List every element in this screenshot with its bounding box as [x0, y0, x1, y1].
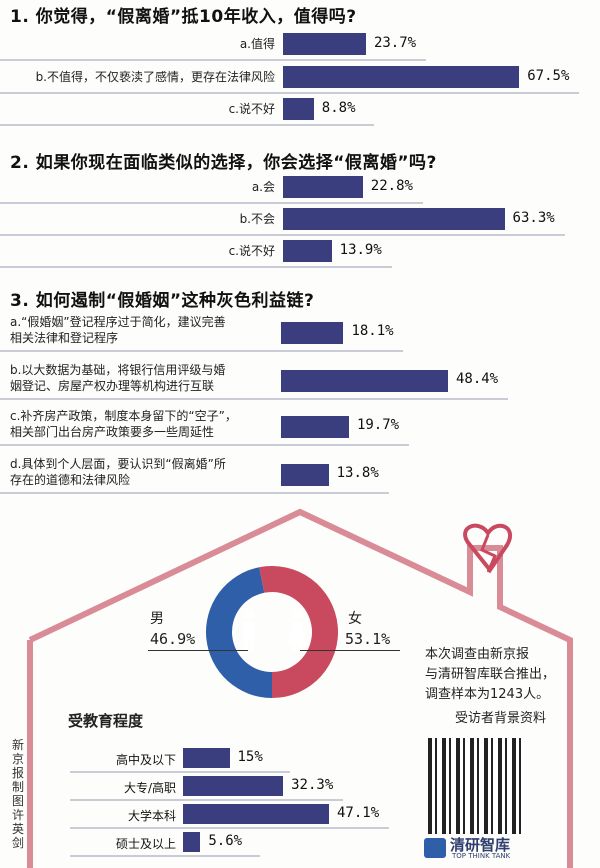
value-label: 13.8% [336, 465, 379, 481]
gridline [0, 92, 580, 94]
gridline [0, 492, 389, 494]
value-label: 63.3% [512, 210, 555, 226]
heart-icon [463, 523, 513, 574]
bar-label: c.说不好 [228, 244, 275, 258]
bar [283, 240, 332, 262]
value-label: 15% [237, 749, 263, 765]
male-value: 46.9% [150, 630, 196, 648]
female-slice [259, 566, 339, 698]
value-label: 13.9% [339, 242, 382, 258]
question-1-title: 1. 你觉得，“假离婚”抵10年收入，值得吗? [10, 7, 357, 27]
bar [281, 322, 344, 344]
bar-label: b.不值得，不仅亵渎了感情，更存在法律风险 [35, 70, 275, 84]
background-label: 受访者背景资料 [455, 711, 547, 726]
question-3-title: 3. 如何遏制“假婚姻”这种灰色利益链? [10, 291, 315, 311]
credit-text: 新京报制图 许英剑 [12, 738, 25, 850]
bar-label-line: a.“假婚姻”登记程序过于简化，建议完善 [10, 315, 226, 329]
gridline [0, 59, 426, 61]
bar-label: 高中及以下 [115, 753, 176, 767]
male-slice [206, 567, 272, 698]
gridline [0, 124, 374, 126]
bar [283, 208, 505, 230]
bar-label: c.补齐房产政策，制度本身留下的“空子”， 相关部门出台房产政策要多一些周延性 [10, 408, 278, 440]
bar [183, 832, 201, 852]
value-label: 32.3% [291, 777, 334, 793]
question-2-title: 2. 如果你现在面临类似的选择，你会选择“假离婚”吗? [10, 153, 437, 173]
bar-label: 硕士及以上 [115, 837, 176, 851]
bar [281, 416, 349, 438]
bar-label-line: 相关法律和登记程序 [10, 331, 119, 345]
broken-heart-crack-icon [480, 534, 497, 573]
bar-label-line: c.补齐房产政策，制度本身留下的“空子”， [10, 409, 237, 423]
value-label: 5.6% [208, 833, 243, 849]
bar [283, 33, 366, 55]
logo-text: 清研智库 [450, 836, 511, 854]
bar [281, 370, 448, 392]
survey-note-line: 与清研智库联合推出， [425, 667, 556, 682]
value-label: 67.5% [527, 68, 570, 84]
bar-label: 大专/高职 [123, 781, 176, 795]
value-label: 48.4% [455, 371, 499, 387]
bar-label-line: d.具体到个人层面，要认识到“假离婚”所 [10, 457, 226, 471]
bar [283, 66, 520, 88]
gridline [0, 444, 409, 446]
female-label: 女 [348, 611, 362, 627]
bar-label: b.不会 [239, 212, 275, 226]
gridline [0, 350, 404, 352]
bar [283, 176, 363, 198]
gridline [0, 234, 565, 236]
bar-label: c.说不好 [228, 102, 275, 116]
gridline [70, 827, 389, 829]
gridline [0, 398, 508, 400]
value-label: 47.1% [337, 805, 380, 821]
bar-label-line: b.以大数据为基础，将银行信用评级与婚 [10, 363, 226, 377]
bar [281, 464, 329, 486]
education-title: 受教育程度 [68, 712, 144, 730]
survey-note-line: 调查样本为1243人。 [425, 687, 550, 702]
survey-note-line: 本次调查由新京报 [425, 647, 530, 662]
gender-donut [206, 566, 339, 698]
male-figure-icon [243, 609, 255, 652]
male-label: 男 [150, 611, 164, 627]
gridline [70, 799, 344, 801]
bar-label: 大学本科 [127, 809, 176, 823]
bar-label: b.以大数据为基础，将银行信用评级与婚 姻登记、房屋产权办理等机构进行互联 [10, 362, 278, 394]
value-label: 19.7% [356, 417, 400, 433]
bar-label-line: 存在的道德和法律风险 [10, 473, 131, 487]
bar [183, 748, 230, 768]
bar [183, 776, 284, 796]
survey-note: 本次调查由新京报 与清研智库联合推出， 调查样本为1243人。 [425, 645, 555, 705]
value-label: 18.1% [351, 323, 394, 339]
female-figure-icon [288, 609, 306, 653]
bar-label-line: 相关部门出台房产政策要多一些周延性 [10, 425, 215, 439]
gridline [70, 771, 290, 773]
bar-label-line: 姻登记、房屋产权办理等机构进行互联 [10, 379, 215, 393]
bar [283, 98, 314, 120]
bar-label: a.会 [251, 180, 275, 194]
bar-label: d.具体到个人层面，要认识到“假离婚”所 存在的道德和法律风险 [10, 456, 278, 488]
gridline [0, 202, 423, 204]
female-value: 53.1% [345, 630, 391, 648]
value-label: 23.7% [373, 35, 417, 51]
bar [183, 804, 329, 824]
qr-code [428, 738, 524, 834]
logo-icon [424, 838, 446, 858]
bar-label: a.“假婚姻”登记程序过于简化，建议完善 相关法律和登记程序 [10, 314, 278, 346]
gridline [70, 855, 261, 857]
logo-subtext: TOP THINK TANK [452, 852, 511, 860]
bar-label: a.值得 [239, 37, 275, 51]
value-label: 8.8% [321, 100, 356, 116]
gridline [0, 266, 392, 268]
value-label: 22.8% [370, 178, 413, 194]
